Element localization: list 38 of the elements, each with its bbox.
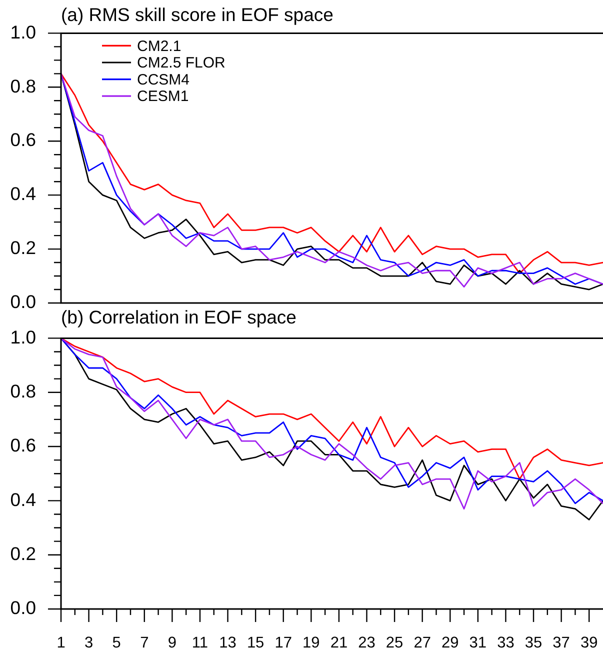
- x-tick-label: 19: [302, 634, 320, 652]
- x-tick-label: 33: [497, 634, 514, 652]
- y-tick-label: 0.8: [10, 380, 36, 402]
- y-tick-label: 0.2: [10, 237, 36, 258]
- legend-label: CM2.5 FLOR: [137, 54, 226, 72]
- y-tick-label: 0.6: [10, 434, 36, 456]
- x-tick-label: 1: [56, 634, 66, 652]
- y-tick-label: 0.0: [10, 597, 36, 618]
- y-tick-label: 1.0: [10, 21, 36, 42]
- legend-label: CCSM4: [137, 71, 190, 88]
- x-tick-label: 7: [140, 634, 149, 652]
- x-tick-label: 35: [524, 634, 542, 652]
- chart-title: (b) Correlation in EOF space: [61, 306, 296, 328]
- x-tick-label: 37: [552, 634, 570, 652]
- y-tick-label: 0.4: [10, 183, 36, 204]
- x-tick-label: 11: [192, 634, 208, 652]
- y-tick-label: 0.0: [10, 291, 36, 312]
- y-tick-label: 0.6: [10, 129, 36, 150]
- x-tick-label: 39: [580, 634, 598, 652]
- y-tick-label: 0.8: [10, 75, 36, 96]
- x-tick-label: 15: [246, 634, 264, 652]
- x-tick-label: 29: [442, 634, 459, 652]
- x-tick-label: 5: [112, 634, 121, 652]
- x-tick-label: 31: [469, 634, 487, 652]
- x-tick-label: 3: [84, 634, 94, 652]
- x-tick-label: 13: [219, 634, 236, 652]
- x-tick-label: 9: [168, 634, 176, 652]
- y-tick-label: 0.2: [10, 542, 36, 564]
- x-tick-label: 25: [386, 634, 404, 652]
- legend-label: CESM1: [137, 88, 189, 106]
- x-tick-label: 27: [414, 634, 431, 652]
- x-tick-label: 17: [274, 634, 292, 652]
- legend-label: CM2.1: [137, 38, 182, 55]
- chart-title: (a) RMS skill score in EOF space: [61, 4, 334, 26]
- x-tick-label: 21: [330, 634, 348, 652]
- x-tick-label: 23: [358, 634, 376, 652]
- y-tick-label: 1.0: [10, 326, 36, 348]
- y-tick-label: 0.4: [10, 488, 36, 510]
